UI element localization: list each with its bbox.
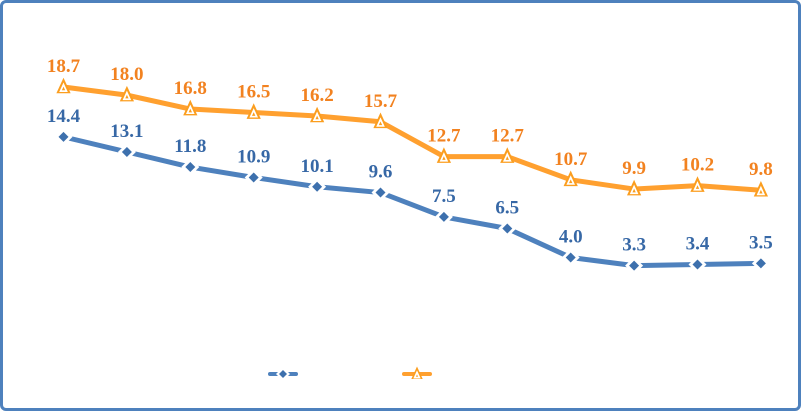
orange-triangle-series-data-label: 9.8 bbox=[749, 159, 773, 180]
blue-diamond-series-data-label: 10.9 bbox=[237, 146, 270, 167]
orange-triangle-series-marker-inner-outline bbox=[693, 181, 702, 191]
blue-diamond-series-data-label: 10.1 bbox=[300, 156, 333, 177]
blue-diamond-series-data-label: 4.0 bbox=[559, 227, 583, 248]
orange-triangle-series-marker-inner-outline bbox=[756, 185, 766, 196]
orange-triangle-series-marker-inner-outline bbox=[312, 111, 322, 121]
orange-triangle-series-marker-inner-outline bbox=[566, 175, 576, 185]
orange-triangle-series-marker-inner-outline bbox=[629, 184, 639, 195]
orange-triangle-series-data-label: 16.2 bbox=[300, 85, 333, 106]
orange-triangle-series-data-label: 16.8 bbox=[174, 78, 207, 99]
orange-triangle-series-data-label: 18.7 bbox=[47, 56, 81, 77]
blue-diamond-series-data-label: 9.6 bbox=[369, 162, 393, 183]
blue-diamond-series-marker bbox=[629, 260, 640, 271]
blue-diamond-series-marker bbox=[58, 131, 69, 142]
orange-triangle-series-data-label: 9.9 bbox=[622, 158, 646, 179]
legend-blue-diamond-series-marker bbox=[279, 370, 287, 378]
blue-diamond-series-marker bbox=[565, 252, 576, 263]
orange-triangle-series-marker-inner-outline bbox=[376, 117, 385, 127]
orange-triangle-series-data-label: 12.7 bbox=[427, 126, 461, 147]
orange-triangle-series-data-label: 10.2 bbox=[681, 155, 714, 176]
orange-triangle-series-marker-inner-outline bbox=[249, 108, 259, 118]
blue-diamond-series-marker bbox=[502, 223, 513, 234]
blue-diamond-series-data-label: 11.8 bbox=[174, 136, 206, 157]
blue-diamond-series-marker bbox=[248, 172, 259, 183]
blue-diamond-series-marker bbox=[312, 181, 323, 192]
blue-diamond-series-data-label: 7.5 bbox=[432, 186, 456, 207]
blue-diamond-series-data-label: 3.4 bbox=[686, 233, 710, 254]
blue-diamond-series-marker bbox=[185, 162, 196, 173]
blue-diamond-series-marker bbox=[755, 258, 766, 269]
orange-triangle-series-marker-inner-outline bbox=[185, 104, 195, 115]
blue-diamond-series-data-label: 3.5 bbox=[749, 232, 773, 253]
blue-diamond-series-data-label: 3.3 bbox=[622, 235, 646, 256]
blue-diamond-series-marker bbox=[438, 211, 449, 222]
orange-triangle-series-marker-inner-outline bbox=[439, 152, 449, 162]
orange-triangle-series-data-label: 18.0 bbox=[110, 64, 143, 85]
blue-diamond-series-marker bbox=[692, 259, 703, 270]
blue-diamond-series-marker bbox=[121, 146, 132, 157]
orange-triangle-series-marker-inner-outline bbox=[59, 82, 68, 92]
legend-orange-triangle-series-marker-inner-outline bbox=[413, 370, 421, 379]
blue-diamond-series-line bbox=[61, 134, 764, 269]
orange-triangle-series-data-label: 12.7 bbox=[491, 126, 525, 147]
blue-diamond-series-marker bbox=[375, 187, 386, 198]
blue-diamond-series-data-label: 13.1 bbox=[110, 121, 143, 142]
orange-triangle-series-marker-inner-outline bbox=[122, 90, 132, 101]
blue-diamond-series-data-label: 6.5 bbox=[495, 198, 519, 219]
orange-triangle-series-data-label: 16.5 bbox=[237, 82, 270, 103]
orange-triangle-series-data-label: 10.7 bbox=[554, 149, 588, 170]
blue-diamond-series-data-label: 14.4 bbox=[47, 106, 81, 127]
orange-triangle-series-line bbox=[61, 84, 764, 193]
orange-triangle-series-data-label: 15.7 bbox=[364, 91, 398, 112]
orange-triangle-series-marker-inner-outline bbox=[502, 152, 512, 162]
